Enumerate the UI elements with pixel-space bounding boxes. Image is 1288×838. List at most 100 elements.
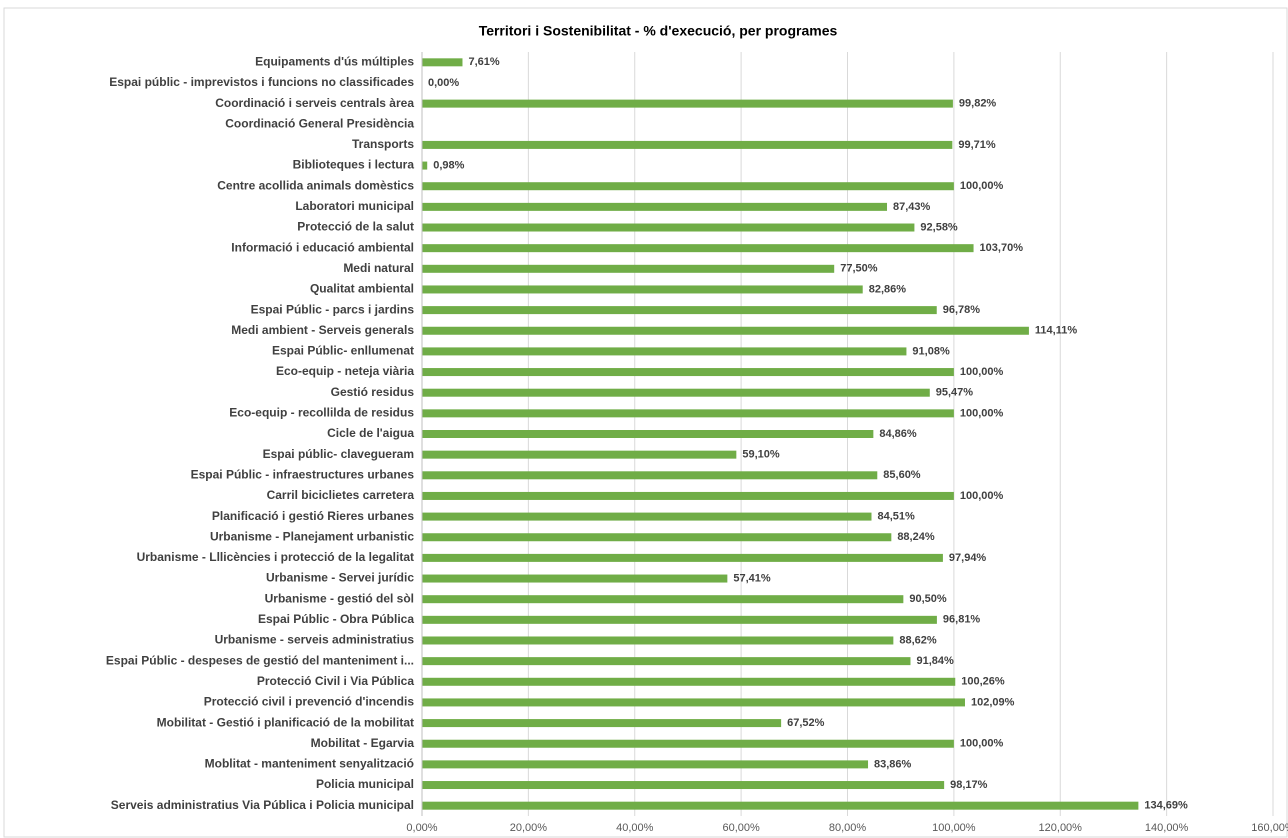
bar	[422, 306, 937, 315]
y-tick-label: Espai Públic - despeses de gestió del ma…	[106, 653, 414, 667]
data-label: 7,61%	[468, 56, 499, 68]
y-tick-label: Urbanisme - gestió del sòl	[265, 591, 414, 605]
y-tick-label: Medi natural	[343, 261, 414, 275]
y-tick-label: Medi ambient - Serveis generals	[231, 323, 414, 337]
y-tick-label: Espai Públic- enllumenat	[272, 344, 414, 358]
x-tick-label: 0,00%	[406, 822, 437, 834]
bar	[422, 161, 428, 170]
bar	[422, 264, 835, 273]
bar	[422, 574, 728, 583]
bar	[422, 430, 874, 438]
bar	[422, 491, 954, 500]
y-tick-label: Eco-equip - neteja viària	[276, 364, 414, 378]
data-label: 102,09%	[971, 696, 1015, 708]
bar	[422, 202, 888, 211]
y-tick-label: Moblitat - manteniment senyalització	[205, 757, 414, 771]
y-tick-label: Serveis administratius Via Pública i Pol…	[111, 798, 414, 812]
y-tick-label: Urbanisme - Servei jurídic	[266, 571, 414, 585]
y-tick-label: Gestió residus	[331, 385, 415, 399]
bar	[422, 182, 954, 191]
data-label: 67,52%	[787, 717, 825, 729]
bar	[422, 533, 892, 542]
data-label: 59,10%	[742, 449, 780, 461]
data-label: 98,17%	[950, 779, 988, 791]
x-tick-label: 60,00%	[722, 822, 760, 834]
y-tick-label: Biblioteques i lectura	[293, 158, 415, 172]
bar	[422, 99, 953, 108]
bar	[422, 781, 945, 790]
data-label: 96,81%	[943, 614, 981, 626]
x-tick-label: 160,00%	[1251, 822, 1288, 834]
y-tick-label: Espai Públic - infraestructures urbanes	[191, 467, 415, 481]
bar	[422, 388, 930, 397]
y-tick-label: Urbanisme - Planejament urbanistic	[210, 529, 414, 543]
data-label: 90,50%	[909, 593, 947, 605]
data-label: 92,58%	[920, 221, 958, 233]
y-tick-label: Espai públic- clavegueram	[263, 447, 414, 461]
data-label: 85,60%	[883, 469, 921, 481]
data-label: 99,71%	[958, 139, 996, 151]
data-label: 84,86%	[879, 428, 917, 440]
y-tick-label: Planificació i gestió Rieres urbanes	[212, 509, 414, 523]
data-label: 100,00%	[960, 366, 1004, 378]
bar	[422, 739, 954, 748]
data-label: 100,00%	[960, 407, 1004, 419]
y-tick-label: Urbanisme - Lllicències i protecció de l…	[137, 550, 414, 564]
data-label: 91,84%	[916, 655, 954, 667]
y-tick-label: Qualitat ambiental	[310, 282, 414, 296]
bar	[422, 223, 915, 232]
y-tick-label: Protecció de la salut	[297, 220, 414, 234]
y-tick-label: Urbanisme - serveis administratius	[215, 633, 415, 647]
bar	[422, 285, 863, 294]
bar	[422, 553, 943, 562]
x-tick-label: 80,00%	[829, 822, 867, 834]
bar	[422, 801, 1139, 810]
bar	[422, 636, 894, 645]
data-label: 88,62%	[899, 634, 937, 646]
y-tick-label: Espai Públic - Obra Pública	[258, 612, 414, 626]
bar	[422, 326, 1029, 335]
chart-title: Territori i Sostenibilitat - % d'execuci…	[479, 23, 838, 39]
y-tick-label: Centre acollida animals domèstics	[217, 178, 414, 192]
x-tick-label: 20,00%	[510, 822, 548, 834]
bar	[422, 244, 974, 253]
x-tick-label: 40,00%	[616, 822, 654, 834]
y-tick-label: Transports	[352, 137, 414, 151]
data-label: 91,08%	[912, 345, 950, 357]
bar	[422, 657, 911, 666]
data-label: 96,78%	[943, 304, 981, 316]
bar	[422, 347, 907, 356]
data-label: 100,26%	[961, 676, 1005, 688]
y-tick-label: Mobilitat - Egarvia	[311, 736, 415, 750]
data-label: 87,43%	[893, 201, 931, 213]
data-label: 57,41%	[733, 572, 771, 584]
y-tick-label: Coordinació General Presidència	[225, 116, 414, 130]
y-tick-label: Equipaments d'ús múltiples	[255, 54, 414, 68]
bar	[422, 719, 782, 728]
data-label: 95,47%	[936, 387, 974, 399]
data-label: 100,00%	[960, 180, 1004, 192]
bar	[422, 471, 878, 480]
y-tick-label: Mobilitat - Gestió i planificació de la …	[157, 715, 414, 729]
y-tick-label: Protecció civil i prevenció d'incendis	[204, 695, 415, 709]
data-label: 114,11%	[1035, 325, 1077, 337]
data-label: 82,86%	[869, 283, 907, 295]
chart-area	[3, 7, 1288, 838]
bar	[422, 450, 737, 459]
bar	[422, 512, 872, 521]
bar	[422, 615, 937, 624]
bar	[422, 140, 953, 149]
data-label: 103,70%	[980, 242, 1024, 254]
y-tick-label: Coordinació i serveis centrals àrea	[215, 96, 414, 110]
data-label: 0,00%	[428, 77, 459, 89]
bar	[422, 698, 965, 707]
y-tick-label: Protecció Civil i Via Pública	[257, 674, 414, 688]
y-tick-label: Informació i educació ambiental	[231, 240, 414, 254]
bar	[422, 677, 956, 686]
y-tick-label: Cicle de l'aigua	[327, 426, 414, 440]
data-label: 84,51%	[877, 511, 915, 523]
data-label: 0,98%	[433, 159, 464, 171]
data-label: 100,00%	[960, 738, 1004, 750]
